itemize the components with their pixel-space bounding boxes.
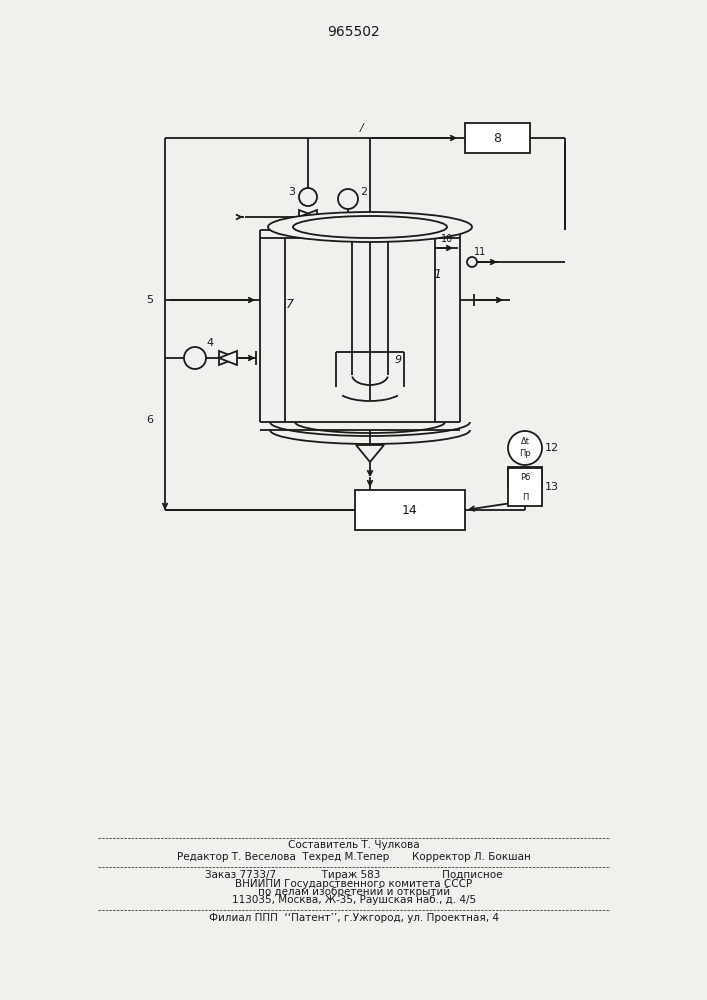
Text: Заказ 7733/7              Тираж 583                   Подписное: Заказ 7733/7 Тираж 583 Подписное (205, 870, 503, 880)
Bar (508, 467, 542, 487)
Text: 5: 5 (146, 295, 153, 305)
Text: Пр: Пр (519, 450, 531, 458)
Text: 8: 8 (493, 131, 501, 144)
Text: 1: 1 (433, 267, 441, 280)
Text: 12: 12 (545, 443, 559, 453)
Text: 9: 9 (395, 355, 402, 365)
Polygon shape (299, 210, 317, 224)
Text: 13: 13 (545, 482, 559, 492)
Text: Рб: Рб (520, 473, 530, 482)
Text: 10: 10 (441, 234, 453, 244)
Text: 2: 2 (361, 187, 368, 197)
Text: по делам изобретений и открытий: по делам изобретений и открытий (258, 887, 450, 897)
Text: /: / (360, 123, 364, 133)
Text: Филиал ППП  ‘‘Патент’’, г.Ужгород, ул. Проектная, 4: Филиал ППП ‘‘Патент’’, г.Ужгород, ул. Пр… (209, 913, 499, 923)
Text: Редактор Т. Веселова  Техред М.Тепер       Корректор Л. Бокшан: Редактор Т. Веселова Техред М.Тепер Корр… (177, 852, 531, 862)
Bar (465, 123, 530, 153)
Text: 11: 11 (474, 247, 486, 257)
Text: 3: 3 (288, 187, 296, 197)
Ellipse shape (268, 212, 472, 242)
Text: 113035, Москва, Ж-35, Раушская наб., д. 4/5: 113035, Москва, Ж-35, Раушская наб., д. … (232, 895, 476, 905)
Text: ВНИИПИ Государственного комитета СССР: ВНИИПИ Государственного комитета СССР (235, 879, 472, 889)
Circle shape (508, 431, 542, 465)
Text: 7: 7 (286, 298, 294, 312)
Bar (508, 468, 542, 506)
Circle shape (467, 257, 477, 267)
Text: 965502: 965502 (327, 25, 380, 39)
Text: Δt: Δt (520, 436, 530, 446)
Text: 14: 14 (402, 504, 418, 516)
Polygon shape (356, 445, 384, 462)
Polygon shape (219, 351, 237, 365)
Circle shape (338, 189, 358, 209)
Circle shape (184, 347, 206, 369)
Text: П: П (522, 492, 528, 502)
Text: 6: 6 (146, 415, 153, 425)
Circle shape (366, 226, 374, 234)
Polygon shape (299, 210, 317, 224)
Text: 4: 4 (206, 338, 214, 348)
Circle shape (299, 188, 317, 206)
Bar (355, 490, 465, 530)
Text: Составитель Т. Чулкова: Составитель Т. Чулкова (288, 840, 420, 850)
Polygon shape (219, 351, 237, 365)
